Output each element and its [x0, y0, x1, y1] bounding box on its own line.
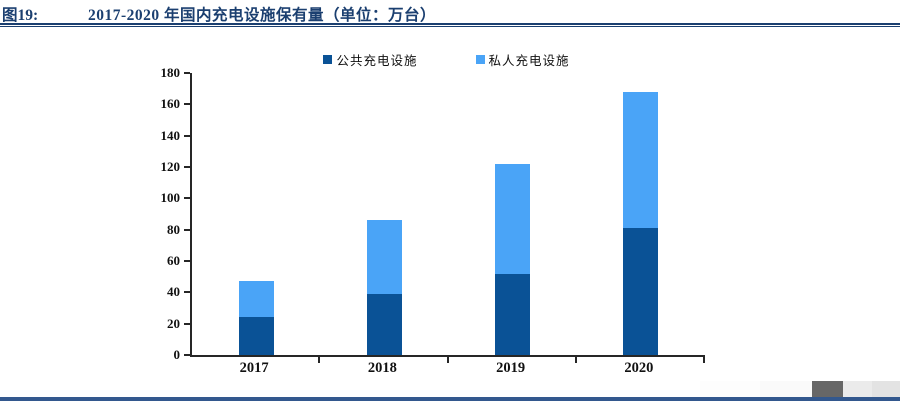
y-tick-mark: [184, 260, 190, 262]
legend-item-私人充电设施: 私人充电设施: [475, 50, 570, 69]
x-tick-mark: [703, 357, 705, 363]
y-tick-label: 60: [167, 253, 180, 268]
x-category-label: 2019: [496, 360, 526, 376]
y-tick-label: 140: [160, 127, 181, 143]
y-tick-mark: [184, 354, 190, 356]
bar-segment-私人充电设施: [495, 163, 531, 274]
gray-block: [812, 381, 843, 397]
bar-stack-2018: [320, 220, 448, 355]
y-tick-mark: [184, 134, 190, 137]
legend-label: 公共充电设施: [336, 53, 418, 68]
bar-stack-2019: [449, 163, 577, 355]
x-tick-mark: [446, 357, 449, 363]
stacked-bar-plot-area: [190, 73, 705, 357]
figure-number-label: 图19:: [2, 7, 39, 24]
bar-segment-公共充电设施: [238, 317, 274, 355]
y-tick-mark: [184, 197, 190, 200]
title-divider-thin-line: [0, 26, 900, 27]
figure-title: 2017-2020 年国内充电设施保有量（单位：万台）: [88, 7, 437, 24]
bar-segment-公共充电设施: [495, 273, 531, 355]
chart-legend: 公共充电设施 私人充电设施: [190, 50, 703, 69]
title-divider-rule: [0, 23, 900, 27]
gray-block: [760, 381, 812, 397]
y-tick-label: 0: [173, 347, 181, 362]
gray-block: [843, 381, 872, 397]
x-tick-mark: [574, 357, 577, 363]
y-tick-label: 40: [167, 284, 180, 300]
y-tick-label: 20: [167, 315, 180, 331]
y-tick-label: 100: [160, 190, 181, 206]
legend-swatch-icon: [323, 54, 333, 64]
y-tick-label: 80: [167, 221, 180, 237]
y-tick-label: 160: [160, 96, 181, 112]
bar-segment-私人充电设施: [238, 281, 274, 318]
x-tick-mark: [318, 357, 321, 363]
legend-item-公共充电设施: 公共充电设施: [323, 50, 417, 69]
bar-stack-2017: [192, 281, 320, 355]
x-category-label: 2020: [624, 360, 654, 376]
page-bottom-rule: [0, 397, 900, 401]
y-tick-mark: [184, 322, 190, 325]
x-category-label: 2017: [239, 360, 269, 376]
x-category-label: 2018: [367, 360, 397, 376]
bar-segment-私人充电设施: [623, 91, 659, 229]
y-tick-mark: [184, 72, 190, 74]
y-tick-label: 180: [160, 65, 181, 80]
y-tick-mark: [184, 103, 190, 106]
y-tick-mark: [184, 228, 190, 231]
legend-label: 私人充电设施: [488, 53, 570, 68]
y-tick-mark: [184, 166, 190, 168]
title-divider-thick-line: [0, 23, 900, 25]
gray-block: [872, 381, 900, 397]
bar-segment-公共充电设施: [366, 293, 402, 355]
legend-swatch-icon: [475, 54, 485, 64]
title-divider-gap: [0, 25, 900, 26]
y-tick-label: 120: [160, 159, 181, 174]
gray-block: [700, 381, 760, 397]
y-tick-mark: [184, 291, 190, 294]
bar-segment-私人充电设施: [366, 220, 402, 294]
bar-stack-2020: [577, 91, 705, 355]
bar-segment-公共充电设施: [623, 228, 659, 355]
